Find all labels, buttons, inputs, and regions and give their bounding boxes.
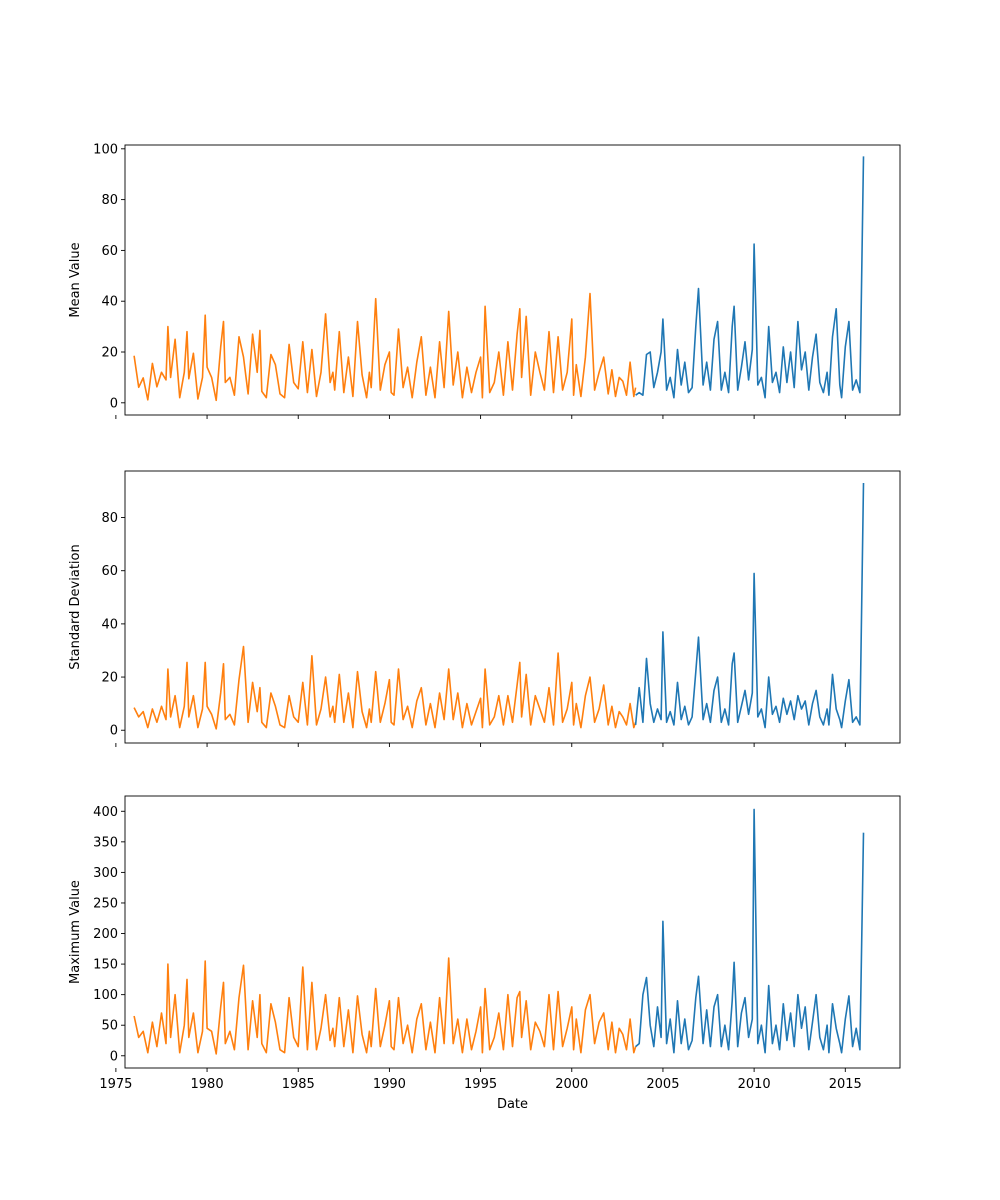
series-line-1 <box>133 957 637 1055</box>
y-tick-label: 50 <box>101 1019 118 1034</box>
y-tick-label: 40 <box>101 295 118 310</box>
y-tick-label: 100 <box>93 142 118 157</box>
series-line-2 <box>635 808 865 1054</box>
y-tick-label: 300 <box>93 866 118 881</box>
y-axis-label: Maximum Value <box>68 880 83 984</box>
y-tick-label: 60 <box>101 244 118 259</box>
y-axis-label: Mean Value <box>68 242 83 317</box>
y-tick-label: 200 <box>93 927 118 942</box>
plot-frame <box>124 795 901 1069</box>
y-tick-label: 80 <box>101 511 118 526</box>
y-tick-label: 250 <box>93 896 118 911</box>
plot-frame <box>124 470 901 744</box>
x-tick-label: 1985 <box>282 1077 315 1092</box>
y-axis-label: Standard Deviation <box>68 544 83 669</box>
plot-frame <box>124 144 901 416</box>
y-tick-label: 0 <box>110 396 118 411</box>
y-tick-label: 350 <box>93 835 118 850</box>
y-tick-label: 0 <box>110 1049 118 1064</box>
series-line-1 <box>133 292 637 402</box>
y-tick-label: 80 <box>101 193 118 208</box>
panel-3: 0 50 100 150 200 250 300 350 400 1975 1980 1985 1990… <box>68 795 901 1112</box>
series-line-1 <box>133 645 637 730</box>
y-tick-label: 0 <box>110 724 118 739</box>
y-tick-label: 400 <box>93 805 118 820</box>
panel-2: 0 20 40 60 80 Standard Deviation <box>68 470 901 747</box>
y-tick-label: 100 <box>93 988 118 1003</box>
x-axis-label: Date <box>497 1097 528 1112</box>
x-tick-label: 2010 <box>738 1077 771 1092</box>
y-tick-label: 60 <box>101 564 118 579</box>
x-tick-label: 1990 <box>373 1077 406 1092</box>
panel-1: 0 20 40 60 80 100 Mean Value <box>68 142 901 419</box>
series-line-2 <box>635 156 865 399</box>
y-tick-label: 20 <box>101 346 118 361</box>
x-tick-label: 2000 <box>555 1077 588 1092</box>
y-tick-label: 150 <box>93 958 118 973</box>
x-tick-label: 1980 <box>191 1077 224 1092</box>
y-tick-label: 20 <box>101 671 118 686</box>
series-line-2 <box>634 482 865 729</box>
y-tick-label: 40 <box>101 617 118 632</box>
x-tick-label: 1975 <box>99 1077 132 1092</box>
x-tick-label: 1995 <box>464 1077 497 1092</box>
x-tick-label: 2015 <box>829 1077 862 1092</box>
x-tick-label: 2005 <box>646 1077 679 1092</box>
